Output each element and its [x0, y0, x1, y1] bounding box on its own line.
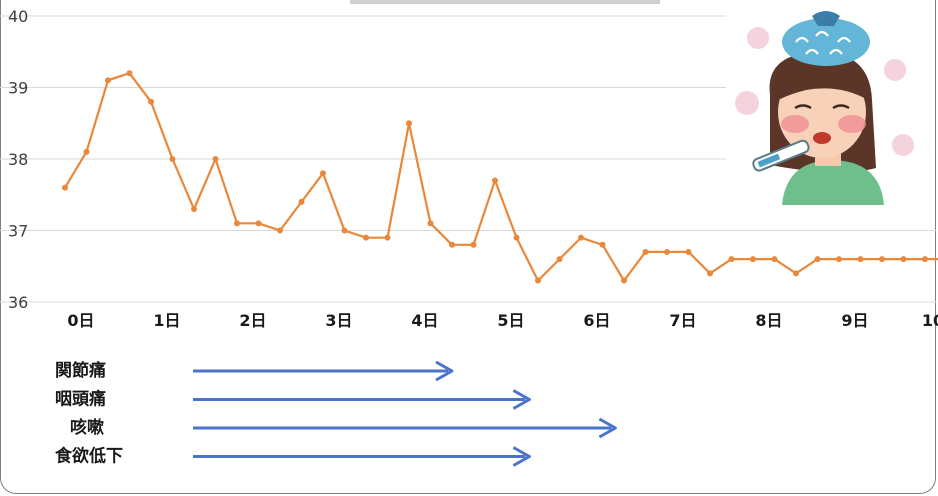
x-tick-label: 3日 [325, 311, 352, 330]
data-point [836, 256, 842, 263]
data-point [664, 248, 670, 255]
data-point [728, 256, 735, 263]
symptom-row: 食欲低下 [55, 446, 531, 467]
data-point [320, 170, 326, 177]
x-tick-label: 10日 [922, 311, 938, 330]
arrow-head [435, 360, 454, 382]
symptom-label: 咳嗽 [70, 417, 104, 438]
symptom-label: 咽頭痛 [55, 389, 106, 410]
data-point [470, 241, 477, 248]
data-point [492, 177, 498, 184]
data-point [535, 277, 541, 284]
y-tick-label: 39 [8, 79, 28, 98]
y-tick-labels: 36 37 38 39 40 [8, 7, 28, 312]
y-tick-label: 36 [8, 293, 28, 312]
gridlines [0, 15, 936, 303]
data-point [212, 156, 219, 162]
data-point [384, 234, 391, 241]
data-point [642, 248, 649, 255]
data-point [277, 227, 283, 234]
data-point [363, 234, 369, 241]
x-tick-label: 2日 [239, 311, 266, 330]
data-point [148, 98, 154, 105]
temperature-line [64, 71, 938, 283]
x-tick-label: 9日 [841, 311, 868, 330]
symptom-row: 咽頭痛 [55, 389, 531, 410]
data-point [900, 256, 907, 263]
data-point [513, 234, 520, 241]
symptom-label: 関節痛 [55, 360, 106, 381]
data-point [814, 256, 821, 263]
y-tick-label: 40 [8, 7, 28, 26]
x-tick-labels: 0日 1日 2日 3日 4日 5日 6日 7日 8日 9日 10日 [67, 311, 938, 330]
x-tick-label: 7日 [669, 311, 696, 330]
x-tick-label: 1日 [153, 311, 180, 330]
data-point [234, 220, 240, 227]
symptom-label: 食欲低下 [55, 446, 123, 467]
data-point [771, 256, 778, 263]
data-point [62, 184, 68, 191]
data-point [255, 220, 262, 227]
data-point [83, 148, 90, 155]
arrow-head [512, 389, 531, 410]
data-point [707, 270, 713, 277]
x-tick-label: 4日 [411, 311, 438, 330]
data-point [685, 248, 692, 255]
y-tick-label: 37 [8, 222, 28, 241]
x-tick-label: 5日 [497, 311, 524, 330]
symptom-row: 咳嗽 [70, 417, 617, 439]
data-point [341, 227, 348, 234]
temperature-points [62, 70, 928, 284]
data-point [621, 277, 627, 284]
data-point [298, 198, 305, 205]
data-point [750, 256, 756, 263]
data-point [922, 256, 928, 263]
data-point [556, 256, 563, 263]
data-point [599, 241, 606, 248]
arrow-head [512, 446, 531, 467]
data-point [427, 220, 434, 227]
data-point [126, 70, 133, 77]
y-tick-label: 38 [8, 150, 28, 169]
data-point [169, 156, 176, 162]
x-tick-label: 6日 [583, 311, 610, 330]
data-point [857, 256, 864, 263]
symptom-row: 関節痛 [55, 360, 454, 382]
data-point [578, 234, 584, 241]
x-tick-label: 0日 [67, 311, 94, 330]
arrow-head [598, 417, 617, 439]
data-point [793, 270, 799, 277]
cropped-top-element [350, 0, 660, 4]
data-point [406, 120, 412, 127]
data-point [879, 256, 885, 263]
sick-woman-with-thermometer-and-ice-pack-icon [735, 11, 914, 205]
data-point [105, 77, 111, 84]
x-tick-label: 8日 [755, 311, 782, 330]
data-point [191, 206, 197, 213]
data-point [449, 241, 455, 248]
